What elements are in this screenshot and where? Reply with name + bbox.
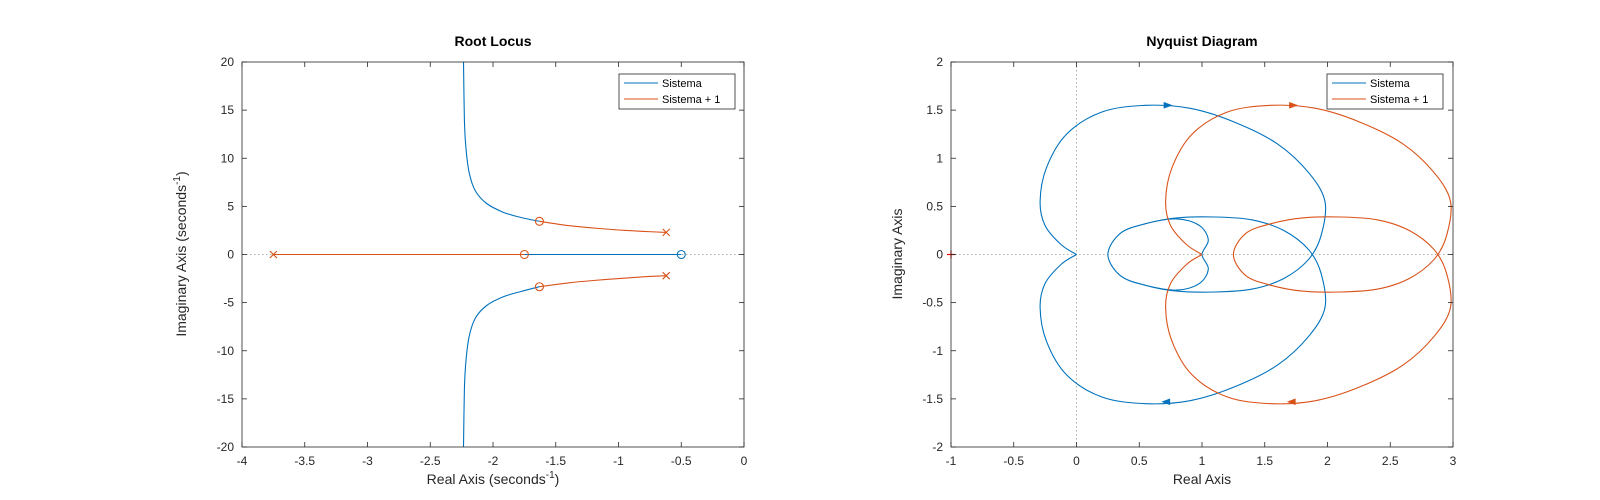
nyquist-x-axis-label: Real Axis xyxy=(1173,471,1231,487)
root-locus-x-tick-label: -2.5 xyxy=(420,454,441,468)
root-locus-legend-label-sistema-plus-1: Sistema + 1 xyxy=(662,94,720,106)
nyquist-legend[interactable]: Sistema Sistema + 1 xyxy=(1326,73,1444,110)
root-locus-x-axis-label: Real Axis (seconds-1) xyxy=(427,470,560,487)
root-locus-ticks: -4 -3.5 -3 -2.5 -2 -1.5 -1 -0.5 0 -20 -15 -10 -5 0 5 10… xyxy=(217,55,748,468)
nyquist-direction-arrow-sistema-plus-1 xyxy=(1289,101,1299,109)
pole-stroke xyxy=(662,271,671,280)
root-locus-x-tick-label: -4 xyxy=(237,454,248,468)
nyquist-ticks: -1 -0.5 0 0.5 1 1.5 2 2.5 3 -2 -1.5 -1 -0.5 0 0.5 1 1.5 2 xyxy=(922,55,1456,468)
root-locus-branch-sistema xyxy=(462,286,540,448)
root-locus-y-tick-label: 20 xyxy=(221,55,235,69)
nyquist-direction-arrow-sistema-plus-1 xyxy=(1286,398,1296,406)
nyquist-y-tick-label: 0.5 xyxy=(926,199,943,213)
root-locus-branch-sistema xyxy=(462,61,540,222)
nyquist-x-tick-label: 3 xyxy=(1450,454,1457,468)
nyquist-y-tick-label: -0.5 xyxy=(922,296,943,310)
root-locus-x-tick-label: -2 xyxy=(488,454,499,468)
root-locus-legend[interactable]: Sistema Sistema + 1 xyxy=(618,73,736,110)
root-locus-y-tick-label: -10 xyxy=(217,344,235,358)
nyquist-y-tick-label: -1 xyxy=(932,344,943,358)
nyquist-x-tick-label: 2.5 xyxy=(1382,454,1399,468)
root-locus-legend-box xyxy=(618,73,736,110)
root-locus-x-tick-label: -1 xyxy=(613,454,624,468)
nyquist-curve-sistema-plus-1 xyxy=(1165,104,1452,405)
nyquist-chart: -1 -0.5 0 0.5 1 1.5 2 2.5 3 -2 -1.5 -1 -0.5 0 0.5 1 1.5 2… xyxy=(889,33,1457,487)
nyquist-x-tick-label: -1 xyxy=(946,454,957,468)
nyquist-x-tick-label: 2 xyxy=(1324,454,1331,468)
nyquist-title: Nyquist Diagram xyxy=(1146,33,1257,49)
nyquist-legend-label-sistema: Sistema xyxy=(1370,78,1411,90)
nyquist-x-tick-label: 0 xyxy=(1073,454,1080,468)
root-locus-zero-marker-sistema-plus-1 xyxy=(534,216,544,226)
nyquist-x-tick-label: 1 xyxy=(1199,454,1206,468)
root-locus-title: Root Locus xyxy=(455,33,532,49)
root-locus-legend-label-sistema: Sistema xyxy=(662,78,703,90)
nyquist-y-tick-label: 2 xyxy=(936,55,943,69)
root-locus-branch-sistema-plus-1 xyxy=(539,275,667,288)
root-locus-y-tick-label: 15 xyxy=(221,103,235,117)
nyquist-y-tick-label: -2 xyxy=(932,440,943,454)
pole-stroke xyxy=(269,250,278,259)
root-locus-y-tick-label: 10 xyxy=(221,151,235,165)
root-locus-zero-marker-sistema xyxy=(676,249,686,260)
nyquist-y-tick-label: -1.5 xyxy=(922,392,943,406)
root-locus-branch-sistema-plus-1 xyxy=(539,220,667,233)
root-locus-x-tick-label: -3.5 xyxy=(294,454,315,468)
nyquist-x-tick-label: 1.5 xyxy=(1256,454,1273,468)
nyquist-x-tick-label: -0.5 xyxy=(1003,454,1024,468)
root-locus-y-tick-label: -20 xyxy=(217,440,235,454)
nyquist-x-tick-label: 0.5 xyxy=(1131,454,1148,468)
root-locus-y-tick-label: 0 xyxy=(227,248,234,262)
nyquist-direction-arrow-sistema xyxy=(1161,398,1171,406)
root-locus-zero-marker-sistema-plus-1 xyxy=(519,249,529,260)
nyquist-y-tick-label: 1 xyxy=(936,151,943,165)
nyquist-y-tick-label: 1.5 xyxy=(926,103,943,117)
root-locus-pole-marker-sistema-plus-1 xyxy=(269,250,278,259)
root-locus-x-tick-label: -1.5 xyxy=(545,454,566,468)
root-locus-y-tick-label: -5 xyxy=(223,296,234,310)
root-locus-y-tick-label: -15 xyxy=(217,392,235,406)
nyquist-direction-arrow-sistema xyxy=(1163,101,1173,109)
root-locus-x-tick-label: -0.5 xyxy=(671,454,692,468)
root-locus-y-tick-label: 5 xyxy=(227,199,234,213)
nyquist-y-axis-label: Imaginary Axis xyxy=(889,208,905,299)
root-locus-pole-marker-sistema-plus-1 xyxy=(662,271,671,280)
root-locus-chart: -4 -3.5 -3 -2.5 -2 -1.5 -1 -0.5 0 -20 -15 -10 -5 0 5 10… xyxy=(172,33,748,487)
root-locus-x-tick-label: -3 xyxy=(362,454,373,468)
nyquist-legend-box xyxy=(1326,73,1444,110)
nyquist-legend-label-sistema-plus-1: Sistema + 1 xyxy=(1370,94,1428,106)
nyquist-y-tick-label: 0 xyxy=(936,248,943,262)
root-locus-x-tick-label: 0 xyxy=(741,454,748,468)
root-locus-y-axis-label: Imaginary Axis (seconds-1) xyxy=(172,171,189,336)
root-locus-zero-marker-sistema-plus-1 xyxy=(534,282,544,292)
root-locus-pole-marker-sistema-plus-1 xyxy=(662,228,671,237)
pole-stroke xyxy=(662,228,671,237)
